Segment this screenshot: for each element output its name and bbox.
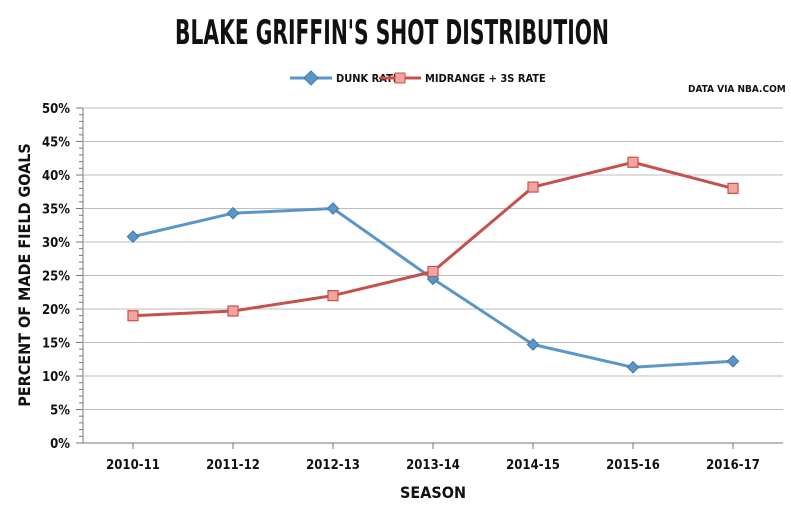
series-line-dunk-rate: [132, 207, 734, 369]
legend-item-midrange-3s-rate: MIDRANGE + 3S RATE: [379, 72, 546, 85]
chart-title: BLAKE GRIFFIN'S SHOT DISTRIBUTION: [175, 13, 609, 53]
data-point-dunk-rate: [126, 230, 140, 244]
series-dunk-rate: [126, 202, 740, 374]
x-tick-label: 2015-16: [606, 458, 660, 473]
x-axis-label: SEASON: [400, 483, 466, 502]
y-tick-label: 35%: [42, 203, 70, 218]
x-tick-label: 2016-17: [706, 458, 760, 473]
source-note: DATA VIA NBA.COM: [688, 84, 786, 95]
y-axis-label: PERCENT OF MADE FIELD GOALS: [15, 143, 34, 407]
data-point-dunk-rate: [326, 202, 340, 215]
x-axis: 2010-11 2011-12 2012-13 2013-14 2014-15 2015-…: [83, 442, 783, 473]
y-axis: 0% 5% 10% 15% 20% 25% 30% 35% 40% 45% 50%: [42, 102, 84, 452]
y-tick-label: 40%: [42, 169, 70, 184]
y-tick-label: 0%: [50, 437, 70, 452]
y-tick-label: 50%: [42, 102, 70, 117]
y-tick-label: 5%: [50, 404, 70, 419]
y-tick-label: 25%: [42, 270, 70, 285]
data-point-midrange-3s-rate: [427, 265, 439, 278]
legend-marker-midrange-3s-rate: [394, 72, 406, 84]
legend-marker-dunk-rate: [303, 70, 319, 86]
data-point-dunk-rate: [526, 338, 540, 351]
y-tick-label: 20%: [42, 303, 70, 318]
data-point-midrange-3s-rate: [227, 305, 239, 317]
y-tick-label: 30%: [42, 236, 70, 251]
data-point-dunk-rate: [226, 206, 240, 220]
legend-item-dunk-rate: DUNK RATE: [290, 70, 400, 86]
x-tick-label: 2013-14: [406, 458, 460, 473]
data-point-midrange-3s-rate: [527, 181, 539, 193]
y-tick-label: 45%: [42, 136, 70, 151]
legend-label-dunk-rate: DUNK RATE: [336, 72, 400, 85]
y-tick-label: 15%: [42, 337, 70, 352]
data-point-midrange-3s-rate: [727, 182, 739, 194]
x-tick-label: 2014-15: [506, 458, 560, 473]
legend: DUNK RATE MIDRANGE + 3S RATE: [290, 70, 546, 86]
y-tick-label: 10%: [42, 370, 70, 385]
series-midrange-3s-rate: [127, 156, 739, 322]
data-point-dunk-rate: [626, 360, 640, 374]
x-tick-label: 2012-13: [306, 458, 360, 473]
data-point-dunk-rate: [726, 354, 740, 368]
data-point-midrange-3s-rate: [627, 156, 639, 168]
data-point-midrange-3s-rate: [127, 310, 139, 322]
x-tick-label: 2011-12: [206, 458, 260, 473]
data-point-midrange-3s-rate: [327, 290, 339, 302]
x-tick-label: 2010-11: [106, 458, 160, 473]
series-line-midrange-3s-rate: [132, 160, 734, 318]
plot-series: [126, 156, 740, 374]
legend-label-midrange-3s-rate: MIDRANGE + 3S RATE: [425, 72, 546, 85]
